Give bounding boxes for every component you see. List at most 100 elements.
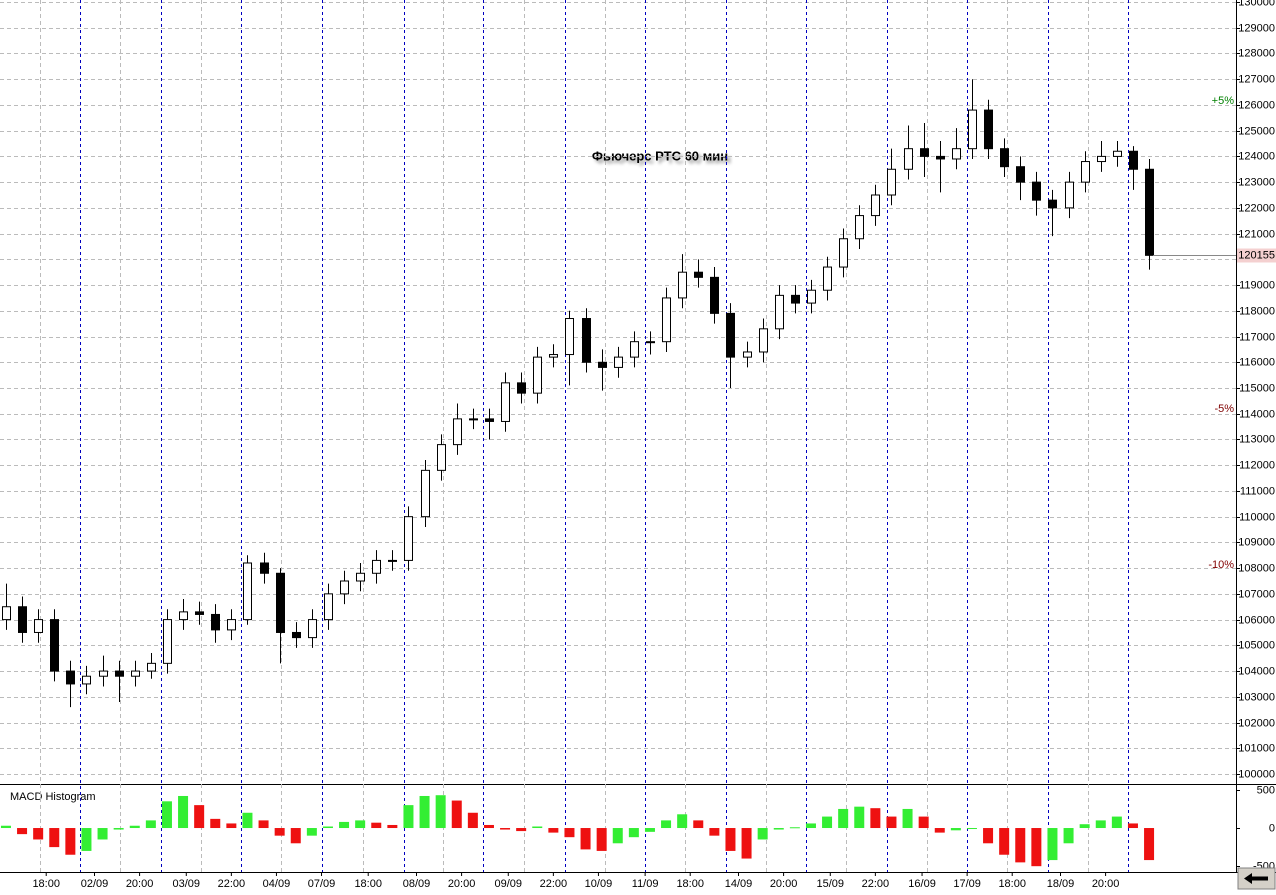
- scroll-button[interactable]: [1237, 867, 1276, 890]
- macd-bar: [532, 826, 543, 829]
- candle-body: [710, 276, 719, 314]
- candle-body: [260, 562, 269, 574]
- candle-body: [855, 215, 864, 240]
- candle-body: [50, 619, 59, 672]
- macd-bar: [918, 816, 929, 829]
- y-tick-label: 118000: [1239, 305, 1275, 317]
- y-tick-label: 104000: [1238, 665, 1275, 677]
- y-tick-label: 127000: [1238, 73, 1275, 85]
- candle-body: [904, 148, 913, 170]
- level-label: -5%: [1214, 403, 1234, 415]
- y-tick-label: 111000: [1240, 485, 1275, 497]
- y-tick-label: 107000: [1238, 588, 1275, 600]
- x-tick-label: 02/09: [81, 878, 109, 890]
- macd-bar: [242, 812, 253, 829]
- candle-body: [66, 670, 75, 685]
- macd-bar: [661, 820, 672, 829]
- candle-body: [195, 611, 204, 615]
- candle-body: [2, 606, 11, 621]
- x-tick-label: 03/09: [173, 878, 201, 890]
- chart-title: Фьючерс РТС 60 мин: [592, 148, 728, 163]
- candle-body: [292, 631, 301, 639]
- candle-body: [1000, 148, 1009, 168]
- macd-bar: [757, 828, 768, 840]
- macd-bar: [1015, 828, 1026, 863]
- candle-body: [388, 559, 397, 562]
- macd-bar: [564, 828, 575, 838]
- last-price-box: [1237, 248, 1276, 263]
- candle-body: [1081, 161, 1090, 183]
- candle-body: [549, 354, 558, 358]
- x-tick-label: 18:00: [998, 878, 1026, 890]
- x-tick-label: 20:00: [126, 878, 154, 890]
- candle-body: [324, 593, 333, 621]
- macd-bar: [1111, 816, 1122, 829]
- candle-body: [839, 238, 848, 268]
- macd-bar: [789, 827, 800, 829]
- candle-body: [501, 382, 510, 422]
- candle-body: [614, 356, 623, 368]
- y-tick-label: 126000: [1238, 99, 1275, 111]
- x-tick-label: 10/09: [585, 878, 613, 890]
- candle-body: [759, 328, 768, 353]
- candle-body: [791, 294, 800, 304]
- candle-body: [1129, 150, 1138, 170]
- arrow-icon[interactable]: [1244, 873, 1268, 884]
- macd-bar: [1127, 823, 1138, 829]
- level-label: +5%: [1212, 95, 1235, 107]
- y-tick-label: 110000: [1239, 511, 1275, 523]
- macd-bar: [886, 816, 897, 829]
- macd-bar: [0, 825, 11, 829]
- candle-body: [775, 294, 784, 330]
- y-tick-label: 128000: [1238, 47, 1275, 59]
- macd-bar: [210, 818, 221, 829]
- candle-body: [694, 271, 703, 278]
- candle-body: [920, 148, 929, 157]
- x-tick-label: 18:00: [32, 878, 60, 890]
- y-tick-label: 116000: [1239, 356, 1275, 368]
- candle-body: [968, 109, 977, 150]
- macd-bar: [693, 820, 704, 829]
- macd-bar: [194, 805, 205, 829]
- y-tick-label: 117000: [1239, 331, 1275, 343]
- x-tick-label: 18/09: [1047, 878, 1075, 890]
- level-label: -10%: [1208, 559, 1234, 571]
- macd-bar: [950, 828, 961, 831]
- x-tick-label: 07/09: [308, 878, 336, 890]
- x-tick-label: 22:00: [218, 878, 246, 890]
- candle-body: [582, 318, 591, 363]
- candle-body: [147, 662, 156, 672]
- macd-bar: [628, 828, 639, 838]
- candle-body: [678, 271, 687, 299]
- candle-body: [1032, 181, 1041, 201]
- candle-body: [662, 297, 671, 343]
- x-tick-label: 22:00: [862, 878, 890, 890]
- candle-body: [34, 619, 43, 633]
- macd-bar: [178, 795, 189, 829]
- macd-bar: [145, 820, 156, 829]
- candle-body: [115, 670, 124, 677]
- macd-bar: [822, 816, 833, 829]
- candle-body: [533, 356, 542, 394]
- candle-body: [372, 559, 381, 574]
- macd-bar: [161, 801, 172, 829]
- candle-body: [743, 351, 752, 358]
- x-tick-label: 08/09: [403, 878, 431, 890]
- y-tick-label: 109000: [1238, 536, 1275, 548]
- candle-body: [726, 312, 735, 358]
- y-tick-label: 114000: [1239, 408, 1275, 420]
- candle-body: [356, 572, 365, 582]
- macd-bar: [983, 828, 994, 844]
- y-tick-label: 115000: [1239, 382, 1275, 394]
- macd-bar: [725, 828, 736, 851]
- candle-body: [1145, 168, 1154, 256]
- macd-bar: [435, 795, 446, 829]
- macd-bar: [371, 822, 382, 829]
- y-tick-label: 113000: [1239, 433, 1275, 445]
- y-tick-label: 129000: [1238, 22, 1275, 34]
- macd-bar: [17, 828, 28, 835]
- macd-bar: [870, 808, 881, 829]
- macd-bar: [387, 824, 398, 829]
